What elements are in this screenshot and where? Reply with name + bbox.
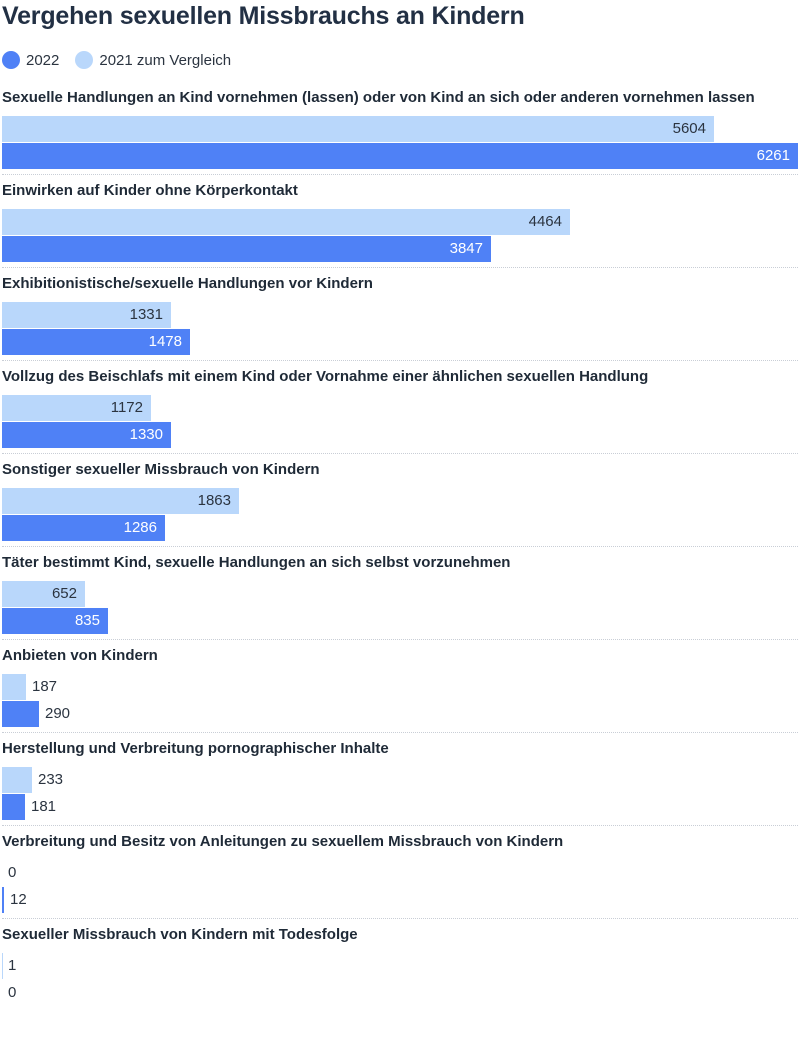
value-label-2021: 1331 [129, 306, 163, 323]
value-label-2022: 835 [74, 612, 100, 629]
bar-2021 [2, 953, 3, 979]
category-label: Täter bestimmt Kind, sexuelle Handlungen… [2, 554, 511, 571]
bar-2022 [2, 701, 39, 727]
value-label-2022: 1330 [129, 426, 163, 443]
value-label-2022: 290 [45, 705, 71, 722]
category-label: Sonstiger sexueller Missbrauch von Kinde… [2, 461, 320, 478]
value-label-2022: 1478 [148, 333, 182, 350]
value-label-2022: 1286 [123, 519, 157, 536]
category-divider [2, 918, 798, 919]
category-label: Anbieten von Kindern [2, 647, 158, 664]
bar-2022 [2, 515, 165, 541]
category-label: Herstellung und Verbreitung pornographis… [2, 740, 389, 757]
category-label: Vollzug des Beischlafs mit einem Kind od… [2, 368, 649, 385]
value-label-2022: 0 [8, 984, 17, 1001]
bar-2021 [2, 395, 151, 421]
value-label-2022: 181 [31, 798, 57, 815]
value-label-2021: 187 [32, 678, 58, 695]
bar-2022 [2, 422, 171, 448]
legend-item-2022: 2022 [2, 51, 59, 69]
category-divider [2, 174, 798, 175]
legend-label-2021: 2021 zum Vergleich [99, 51, 232, 69]
bar-2021 [2, 209, 570, 235]
category-label: Sexueller Missbrauch von Kindern mit Tod… [2, 926, 358, 943]
bar-2022 [2, 329, 190, 355]
bar-2021 [2, 488, 239, 514]
value-label-2021: 233 [38, 771, 64, 788]
legend: 2022 2021 zum Vergleich [2, 50, 247, 70]
bar-2021 [2, 302, 171, 328]
legend-label-2022: 2022 [26, 51, 60, 69]
legend-item-2021: 2021 zum Vergleich [75, 51, 231, 69]
bar-2022 [2, 143, 798, 169]
category-divider [2, 546, 798, 547]
legend-swatch-2022 [2, 51, 20, 69]
value-label-2021: 4464 [528, 213, 562, 230]
bar-2021 [2, 116, 714, 142]
bar-2022 [2, 608, 108, 634]
category-divider [2, 453, 798, 454]
value-label-2021: 0 [8, 864, 17, 881]
bar-2021 [2, 581, 85, 607]
bar-2022 [2, 236, 491, 262]
category-label: Einwirken auf Kinder ohne Körperkontakt [2, 182, 298, 199]
category-divider [2, 825, 798, 826]
value-label-2021: 652 [51, 585, 77, 602]
value-label-2021: 5604 [672, 120, 706, 137]
category-label: Verbreitung und Besitz von Anleitungen z… [2, 833, 564, 850]
legend-swatch-2021 [75, 51, 94, 69]
chart-title: Vergehen sexuellen Missbrauchs an Kinder… [2, 2, 525, 30]
category-divider [2, 639, 798, 640]
value-label-2021: 1172 [110, 399, 143, 416]
value-label-2022: 6261 [756, 147, 790, 164]
value-label-2022: 3847 [449, 240, 483, 257]
bar-2021 [2, 767, 32, 793]
value-label-2022: 12 [10, 891, 27, 908]
category-divider [2, 732, 798, 733]
bar-2022 [2, 887, 4, 913]
category-label: Sexuelle Handlungen an Kind vornehmen (l… [2, 89, 755, 106]
value-label-2021: 1863 [197, 492, 231, 509]
bar-2021 [2, 674, 26, 700]
category-divider [2, 267, 798, 268]
category-divider [2, 360, 798, 361]
bar-2022 [2, 794, 25, 820]
category-label: Exhibitionistische/sexuelle Handlungen v… [2, 275, 373, 292]
value-label-2021: 1 [8, 957, 17, 974]
